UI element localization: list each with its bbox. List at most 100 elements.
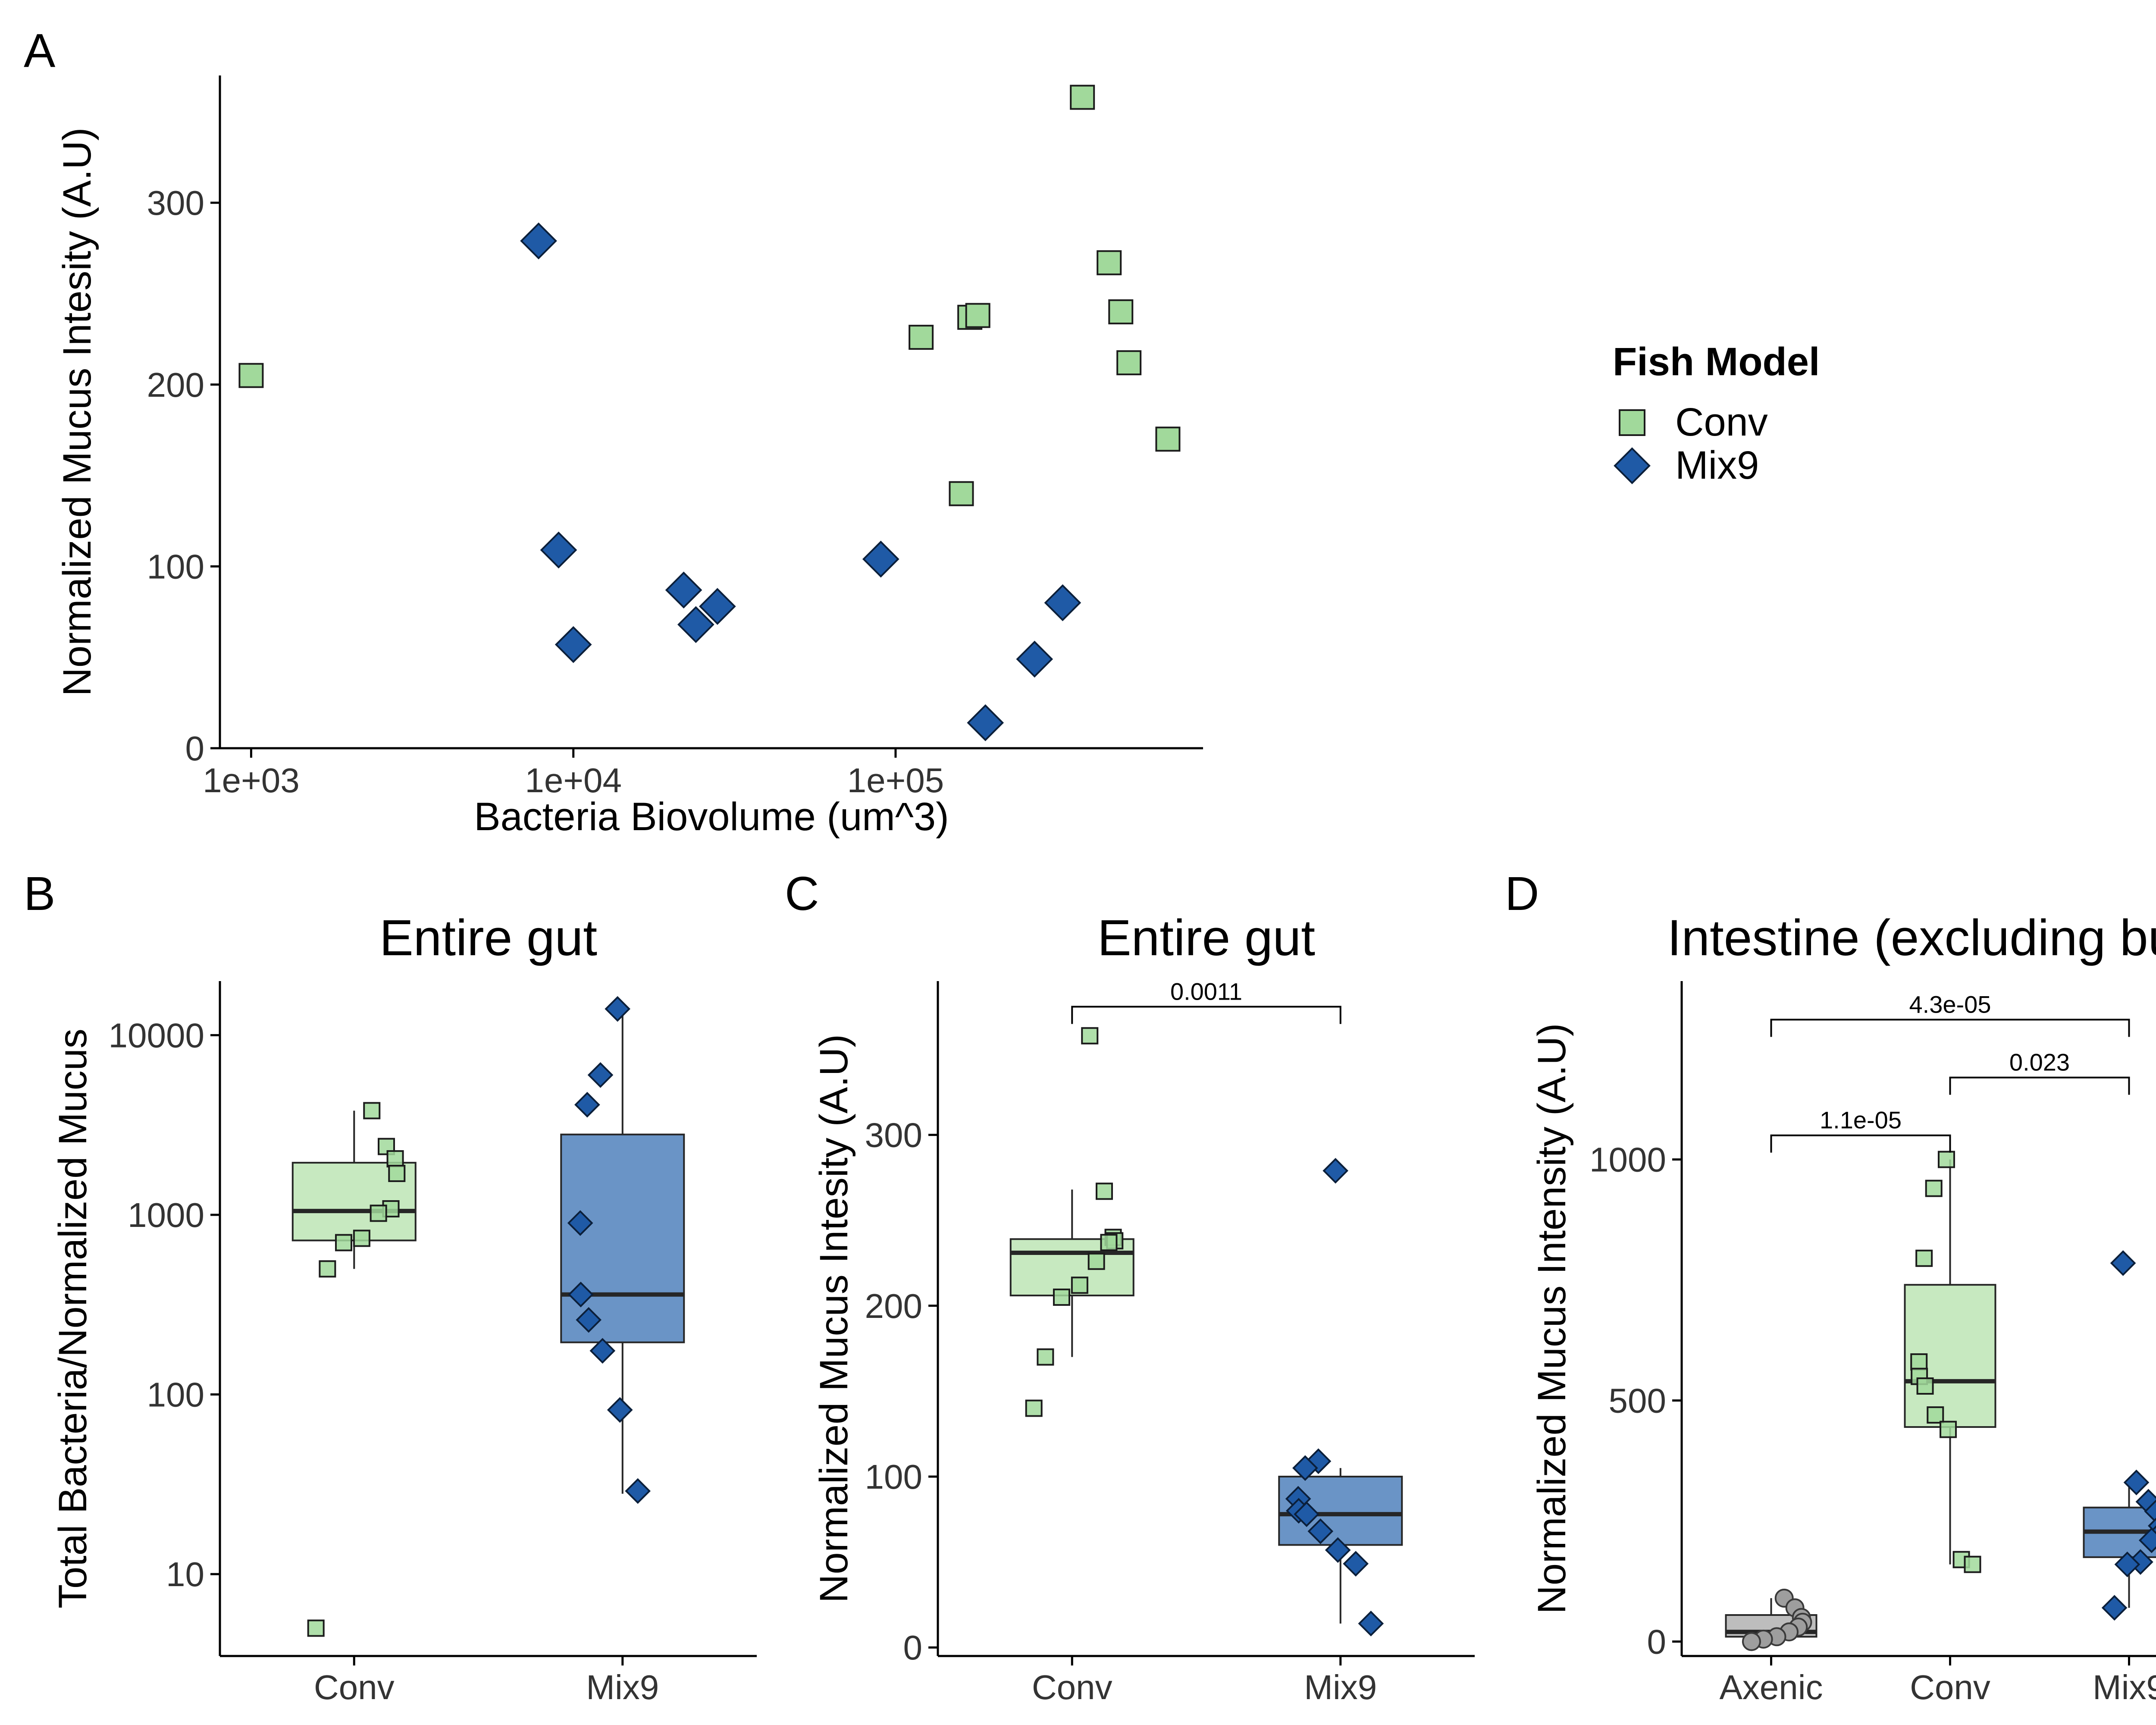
panel-c-point-conv (1053, 1288, 1070, 1306)
panel-a-point-conv (1108, 299, 1134, 325)
panel-b-point-conv (307, 1619, 325, 1637)
panel-c-point-mix9 (1292, 1455, 1318, 1481)
panel-a-x-tick-label: 1e+04 (525, 761, 622, 800)
panel-d-title: Intestine (excluding bulb) (1667, 910, 2156, 966)
panel-a-point-conv (1116, 350, 1142, 376)
panel-a-y-tick-label: 300 (147, 184, 204, 222)
panel-d-point-mix9 (2110, 1250, 2136, 1276)
panel-b-point-conv (363, 1102, 381, 1120)
panel-a-y-tick-label: 200 (147, 366, 204, 404)
panel-a-point-mix9 (555, 626, 592, 663)
panel-d-point-conv (1916, 1377, 1934, 1395)
panel-a-x-axis-label: Bacteria Biovolume (um^3) (474, 795, 949, 839)
panel-b-box-mix9 (560, 1133, 685, 1343)
panel-a-point-mix9 (967, 704, 1004, 741)
panel-a-point-mix9 (665, 571, 702, 609)
panel-b-point-conv (370, 1204, 387, 1222)
panel-d-y-axis-label: Normalized Mucus Intensity (A.U) (1530, 1023, 1574, 1614)
panel-c-point-conv (1100, 1234, 1118, 1251)
panel-a-point-mix9 (520, 222, 557, 260)
legend-label-mix9: Mix9 (1675, 443, 1759, 487)
panel-a-point-conv (238, 363, 264, 388)
panel-d-boxplot: 0 500 1000 Axenic Conv Mix9 Intestine (excludi… (1530, 910, 2156, 1706)
panel-letter-c: C (785, 867, 819, 920)
panel-c-point-mix9 (1307, 1518, 1334, 1544)
panel-c-point-conv (1071, 1276, 1088, 1294)
panel-c-point-mix9 (1343, 1551, 1369, 1577)
panel-c-boxplot: 0 100 200 300 Conv Mix9 Entire gut Normalized M… (812, 910, 1475, 1706)
panel-d-point-mix9 (2138, 1527, 2156, 1553)
panel-d-p-value-label: 4.3e-05 (1909, 991, 1991, 1018)
panel-b-point-conv (335, 1234, 352, 1251)
panel-d-point-conv (1910, 1353, 1928, 1371)
panel-a-point-conv (1070, 85, 1095, 110)
panel-b-point-conv (319, 1260, 336, 1278)
legend: Fish Model Conv Mix9 (1613, 340, 1820, 487)
panel-d-point-mix9 (2114, 1551, 2140, 1578)
panel-d-x-tick-label-conv: Conv (1910, 1668, 1990, 1706)
panel-a-point-conv (965, 303, 990, 328)
panel-b-point-mix9 (607, 1397, 633, 1423)
panel-b-point-mix9 (568, 1281, 594, 1308)
legend-key-conv (1619, 409, 1645, 436)
panel-b-y-tick-label: 1000 (128, 1196, 204, 1234)
panel-b-y-tick-label: 10 (166, 1555, 204, 1593)
panel-b-point-mix9 (625, 1478, 651, 1504)
panel-b-point-mix9 (587, 1062, 614, 1088)
panel-b-point-mix9 (576, 1307, 602, 1333)
panel-c-y-axis-label: Normalized Mucus Intesity (A.U) (812, 1034, 856, 1603)
panel-a-point-mix9 (1016, 640, 1053, 678)
panel-b-y-tick-label: 100 (147, 1376, 204, 1414)
panel-a-x-tick-label: 1e+05 (847, 761, 944, 800)
panel-c-y-tick-label: 200 (865, 1287, 922, 1325)
panel-a-y-axis-label: Normalized Mucus Intesity (A.U) (55, 128, 99, 696)
panel-letter-b: B (24, 867, 55, 920)
panel-letter-a: A (24, 24, 56, 77)
panel-d-point-conv (1937, 1151, 1955, 1168)
panel-c-y-tick-label: 100 (865, 1458, 922, 1496)
panel-d-point-conv (1927, 1406, 1944, 1424)
panel-b-point-mix9 (567, 1210, 593, 1236)
panel-d-point-conv (1915, 1249, 1933, 1267)
panel-b-x-tick-label-mix9: Mix9 (586, 1668, 659, 1706)
panel-c-point-mix9 (1294, 1501, 1319, 1527)
panel-c-x-tick-label-mix9: Mix9 (1304, 1668, 1377, 1706)
panel-d-point-mix9 (2144, 1499, 2156, 1524)
panel-d-y-tick-label: 1000 (1589, 1141, 1666, 1179)
panel-b-point-mix9 (589, 1338, 616, 1364)
panel-a-point-conv (909, 325, 934, 350)
panel-a-point-mix9 (699, 588, 736, 625)
panel-b-point-conv (386, 1150, 404, 1168)
panel-b-point-conv (388, 1164, 406, 1182)
panel-a-point-conv (949, 481, 974, 506)
panel-c-point-mix9 (1358, 1610, 1384, 1637)
panel-d-point-axenic (1742, 1632, 1761, 1651)
panel-a-point-mix9 (862, 540, 899, 578)
panel-b-y-tick-label: 10000 (109, 1016, 204, 1054)
panel-d-p-value-label: 0.023 (2009, 1049, 2070, 1076)
panel-b-y-axis-label: Total Bacteria/Normalized Mucus (51, 1029, 95, 1609)
panel-a-point-mix9 (1044, 584, 1081, 621)
panel-d-point-conv (1964, 1556, 1981, 1573)
panel-d-significance-bracket (1949, 1076, 2130, 1095)
panel-d-point-conv (1925, 1179, 1943, 1197)
panel-a-point-conv (1155, 427, 1181, 452)
panel-d-point-mix9 (2123, 1469, 2150, 1496)
panel-c-point-conv (1087, 1252, 1105, 1270)
legend-key-mix9 (1614, 447, 1651, 484)
panel-d-significance-bracket (1770, 1019, 2130, 1037)
panel-c-y-tick-label: 300 (865, 1116, 922, 1154)
panel-c-point-mix9 (1322, 1157, 1348, 1184)
panel-b-point-conv (377, 1138, 395, 1155)
panel-a-y-tick-label: 100 (147, 547, 204, 586)
panel-c-point-conv (1025, 1399, 1043, 1417)
panel-c-significance-bracket (1071, 1006, 1341, 1024)
panel-letter-d: D (1505, 867, 1539, 920)
panel-d-y-tick-label: 0 (1647, 1622, 1667, 1661)
panel-c-point-conv (1095, 1182, 1113, 1200)
panel-c-title: Entire gut (1097, 910, 1315, 966)
panel-d-significance-bracket (1770, 1134, 1951, 1153)
panel-c-y-tick-label: 0 (903, 1628, 923, 1667)
